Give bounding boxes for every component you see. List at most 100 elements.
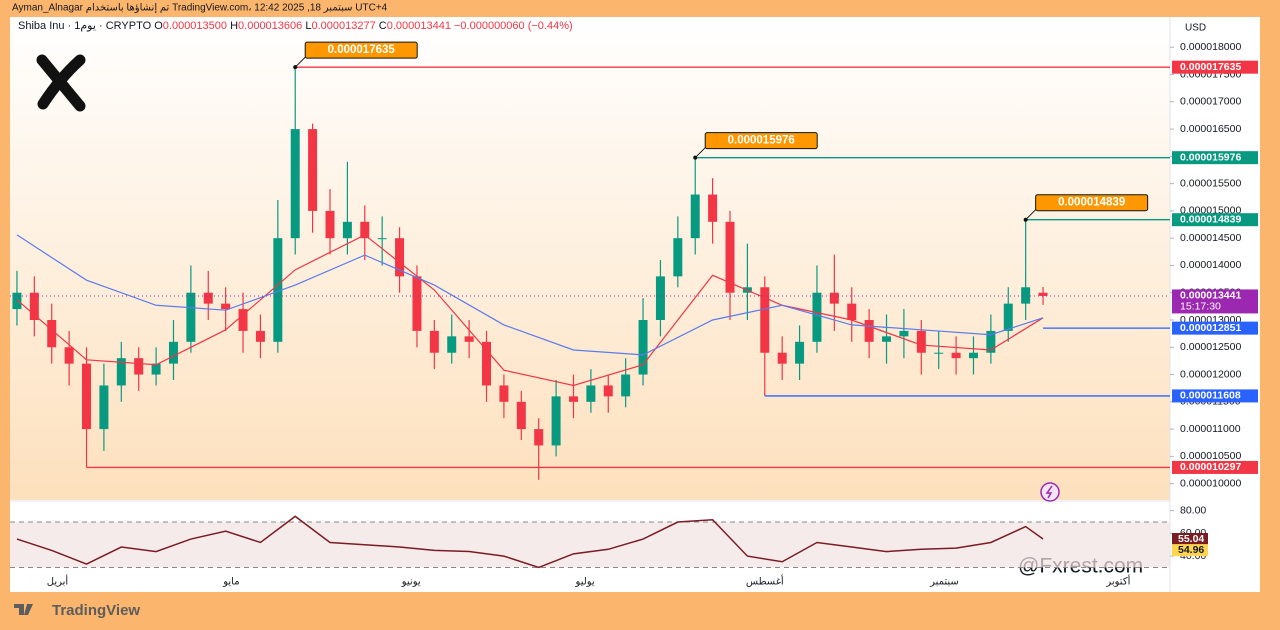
candle-body xyxy=(986,330,996,353)
ohlc-value: 0.000013500 xyxy=(163,20,227,32)
ohlc-value: 0.000013606 xyxy=(238,20,302,32)
candle-body xyxy=(482,341,492,386)
y-tick-label: 0.000010500 xyxy=(1180,450,1241,462)
candle-body xyxy=(325,210,335,239)
candle-body xyxy=(273,238,283,342)
candle-body xyxy=(377,238,387,240)
candle-body xyxy=(777,352,787,364)
brand-logo: TradingView xyxy=(14,602,140,619)
candle-body xyxy=(29,292,39,320)
price-tag xyxy=(1172,321,1258,335)
callout-label: 0.000014839 xyxy=(1058,197,1125,209)
price-tag-label: 0.000013441 xyxy=(1180,290,1241,302)
callout-box xyxy=(1035,194,1149,212)
currency: USD xyxy=(1185,23,1206,34)
ohlc-label: C xyxy=(379,20,387,32)
candle-body xyxy=(12,292,22,310)
y-tick-label: 0.000017000 xyxy=(1180,96,1241,108)
candle-body xyxy=(464,336,474,342)
ohlc-value: 0.000013441 xyxy=(387,20,451,32)
candle-body xyxy=(534,429,544,446)
candle-body xyxy=(47,320,57,348)
logo-stroke xyxy=(37,54,86,110)
callout-anchor xyxy=(693,155,698,160)
price-tag xyxy=(1172,151,1258,165)
candle-body xyxy=(916,330,926,353)
rsi-tag-label: 55.04 xyxy=(1178,533,1204,545)
callout-label: 0.000015976 xyxy=(728,135,795,147)
x-tick-label: مايو xyxy=(222,577,239,588)
candle-body xyxy=(447,336,457,353)
candle-body xyxy=(690,194,700,239)
candle-body xyxy=(1038,292,1048,296)
candle-body xyxy=(395,238,405,277)
price-tag xyxy=(1172,460,1258,474)
brand-name: TradingView xyxy=(52,602,140,619)
candle-body xyxy=(151,363,161,375)
candle-body xyxy=(951,352,961,359)
candle-body xyxy=(655,276,665,320)
icon-circle xyxy=(1040,482,1060,502)
rsi-ma-tag xyxy=(1172,544,1208,557)
rsi-tick-label: 80.00 xyxy=(1180,504,1206,516)
candle-body xyxy=(168,341,178,364)
ohlc-label: L xyxy=(305,20,311,32)
rsi-ma-tag-label: 54.96 xyxy=(1178,544,1204,556)
price-tag xyxy=(1172,60,1258,74)
candle-body xyxy=(290,129,300,239)
candle-body xyxy=(864,320,874,342)
candle-body xyxy=(551,396,561,446)
y-tick-label: 0.000014500 xyxy=(1180,232,1241,244)
candle-body xyxy=(342,221,352,239)
price-tag xyxy=(1172,389,1258,403)
candle-body xyxy=(968,352,978,359)
y-tick-label: 0.000012500 xyxy=(1180,341,1241,353)
candle-body xyxy=(82,363,92,430)
price-tag-label: 0.000010297 xyxy=(1180,461,1241,473)
y-tick-label: 0.000015500 xyxy=(1180,177,1241,189)
candle-body xyxy=(238,309,248,331)
candle-body xyxy=(673,238,683,277)
x-tick-label: يوليو xyxy=(575,577,595,588)
candle-body xyxy=(586,385,596,402)
rsi-band xyxy=(10,522,1170,568)
candle-body xyxy=(621,374,631,397)
price-tag-label: 0.000014839 xyxy=(1180,213,1241,225)
brand-icon xyxy=(14,604,33,615)
callout-box xyxy=(704,132,818,150)
change: −0.000000060 (−0.44%) xyxy=(454,20,573,32)
countdown: 15:17:30 xyxy=(1180,301,1221,313)
candle-body xyxy=(499,385,509,402)
candle-body xyxy=(308,129,318,211)
candle-body xyxy=(568,396,578,402)
candle-body xyxy=(847,303,857,320)
bolt-icon xyxy=(1040,482,1060,502)
x-tick-label: أبريل xyxy=(47,575,69,588)
candle-body xyxy=(221,303,231,310)
x-tick-label: يونيو xyxy=(401,577,421,588)
callout-anchor xyxy=(1023,217,1028,222)
x-tick-label: أكتوبر xyxy=(1105,575,1130,588)
candle-body xyxy=(134,358,144,375)
candle-body xyxy=(255,330,265,342)
candle-body xyxy=(638,320,648,375)
symbol-header: Shiba Inu · 1يوم · CRYPTO O0.000013500 H… xyxy=(18,20,573,32)
rsi-tag xyxy=(1172,533,1208,546)
candle-body xyxy=(99,385,109,430)
candle-body xyxy=(1021,287,1031,304)
y-tick-label: 0.000014000 xyxy=(1180,259,1241,271)
x-tick-label: سبتمبر xyxy=(929,577,959,588)
ohlc-value: 0.000013277 xyxy=(311,20,375,32)
y-tick-label: 0.000012000 xyxy=(1180,368,1241,380)
y-tick-label: 0.000010000 xyxy=(1180,477,1241,489)
candle-body xyxy=(812,292,822,342)
y-tick-label: 0.000018000 xyxy=(1180,41,1241,53)
candle-body xyxy=(899,330,909,337)
ohlc-label: H xyxy=(230,20,238,32)
price-tag-label: 0.000012851 xyxy=(1180,322,1241,334)
candle-body xyxy=(516,401,526,430)
price-tag-label: 0.000017635 xyxy=(1180,61,1241,73)
candle-body xyxy=(429,330,439,353)
